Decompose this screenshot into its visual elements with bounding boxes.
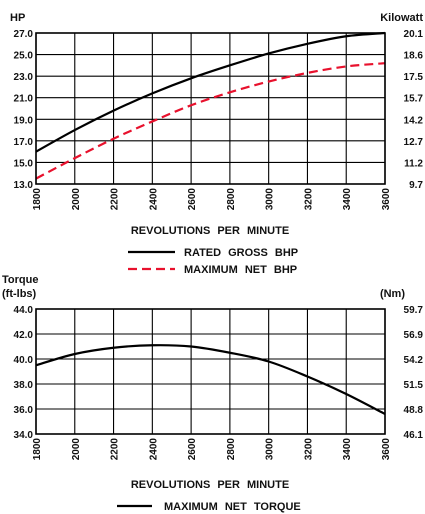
hp-y-tick-left-23.0: 23.0: [14, 72, 34, 83]
hp-y-tick-right-20.1: 20.1: [404, 29, 424, 40]
torque-y-tick-left-42.0: 42.0: [14, 330, 34, 341]
hp-x-tick-3400: 3400: [342, 188, 353, 211]
hp-x-tick-2000: 2000: [71, 188, 82, 211]
torque-ticks: 1800 2000 2200 2400 2600 2800 3000 3200 3400 3600…: [14, 305, 424, 460]
torque-x-tick-2600: 2600: [187, 438, 198, 461]
legend-label-maximum-net-bhp: MAXIMUM NET BHP: [184, 264, 297, 276]
torque-x-tick-3200: 3200: [303, 438, 314, 461]
hp-x-axis-label: REVOLUTIONS PER MINUTE: [131, 225, 289, 237]
series-line-maximum-net-bhp: [35, 62, 386, 180]
hp-x-tick-1800: 1800: [32, 188, 43, 211]
hp-y-tick-left-25.0: 25.0: [14, 51, 34, 62]
hp-series: [35, 31, 386, 180]
torque-y-tick-left-44.0: 44.0: [14, 305, 34, 316]
hp-y-tick-right-12.7: 12.7: [404, 137, 424, 148]
hp-y-tick-left-19.0: 19.0: [14, 115, 34, 126]
hp-x-tick-3000: 3000: [265, 188, 276, 211]
torque-y-tick-right-56.9: 56.9: [404, 330, 424, 341]
hp-y-tick-left-17.0: 17.0: [14, 137, 34, 148]
torque-y-tick-left-38.0: 38.0: [14, 380, 34, 391]
series-line-maximum-net-torque: [35, 344, 386, 415]
hp-grid: [35, 32, 386, 185]
hp-y-tick-left-13.0: 13.0: [14, 180, 34, 191]
hp-y-tick-right-14.2: 14.2: [404, 115, 424, 126]
torque-y-tick-left-40.0: 40.0: [14, 355, 34, 366]
torque-y-tick-right-46.1: 46.1: [404, 430, 424, 441]
torque-plot-frame: [35, 308, 386, 435]
torque-y-tick-right-59.7: 59.7: [404, 305, 424, 316]
torque-x-tick-3600: 3600: [381, 438, 392, 461]
hp-y-tick-right-11.2: 11.2: [404, 158, 423, 169]
hp-x-tick-3200: 3200: [303, 188, 314, 211]
torque-x-tick-2200: 2200: [110, 438, 121, 461]
hp-unit-label: HP: [10, 12, 25, 24]
torque-unit-line-2: (ft-lbs): [2, 288, 37, 300]
torque-series: [35, 344, 386, 415]
hp-plot-frame: [35, 32, 386, 185]
hp-y-tick-right-9.7: 9.7: [409, 180, 423, 191]
torque-y-tick-right-54.2: 54.2: [404, 355, 424, 366]
hp-y-tick-left-15.0: 15.0: [14, 158, 34, 169]
hp-y-tick-left-21.0: 21.0: [14, 94, 34, 105]
hp-x-tick-2800: 2800: [226, 188, 237, 211]
torque-y-tick-left-34.0: 34.0: [14, 430, 34, 441]
nm-unit-label: (Nm): [380, 288, 405, 300]
torque-grid: [35, 308, 386, 435]
hp-y-tick-right-15.7: 15.7: [404, 94, 424, 105]
torque-x-tick-2800: 2800: [226, 438, 237, 461]
hp-y-tick-right-17.5: 17.5: [404, 72, 424, 83]
torque-x-tick-2400: 2400: [148, 438, 159, 461]
torque-y-tick-right-51.5: 51.5: [404, 380, 424, 391]
series-line-rated-gross-bhp: [35, 31, 386, 153]
torque-unit-line-1: Torque: [2, 274, 38, 286]
legend-rated-gross-bhp: RATED GROSS BHP: [128, 247, 298, 259]
torque-x-tick-1800: 1800: [32, 438, 43, 461]
torque-unit-label: Torque (ft-lbs): [2, 274, 42, 300]
hp-x-tick-2600: 2600: [187, 188, 198, 211]
torque-y-tick-left-36.0: 36.0: [14, 405, 34, 416]
torque-x-tick-2000: 2000: [71, 438, 82, 461]
legend-label-rated-gross-bhp: RATED GROSS BHP: [184, 247, 298, 259]
hp-x-tick-2400: 2400: [148, 188, 159, 211]
torque-x-axis-label: REVOLUTIONS PER MINUTE: [131, 479, 289, 491]
torque-chart: Torque (ft-lbs) (Nm) 1800 2000 2200 2400 260…: [2, 274, 423, 513]
hp-y-tick-left-27.0: 27.0: [14, 29, 34, 40]
kilowatt-unit-label: Kilowatt: [380, 12, 423, 24]
hp-x-tick-3600: 3600: [381, 188, 392, 211]
hp-chart: HP Kilowatt 1800 2000 2200 2400 2600 2800 3000…: [10, 12, 423, 276]
hp-x-tick-2200: 2200: [110, 188, 121, 211]
torque-x-tick-3400: 3400: [342, 438, 353, 461]
legend-label-maximum-net-torque: MAXIMUM NET TORQUE: [164, 501, 301, 513]
legend-maximum-net-torque: MAXIMUM NET TORQUE: [117, 501, 301, 513]
hp-ticks: 1800 2000 2200 2400 2600 2800 3000 3200 3400 3600…: [14, 29, 424, 210]
torque-x-tick-3000: 3000: [265, 438, 276, 461]
hp-y-tick-right-18.6: 18.6: [404, 51, 424, 62]
legend-maximum-net-bhp: MAXIMUM NET BHP: [128, 264, 297, 276]
torque-y-tick-right-48.8: 48.8: [404, 405, 424, 416]
